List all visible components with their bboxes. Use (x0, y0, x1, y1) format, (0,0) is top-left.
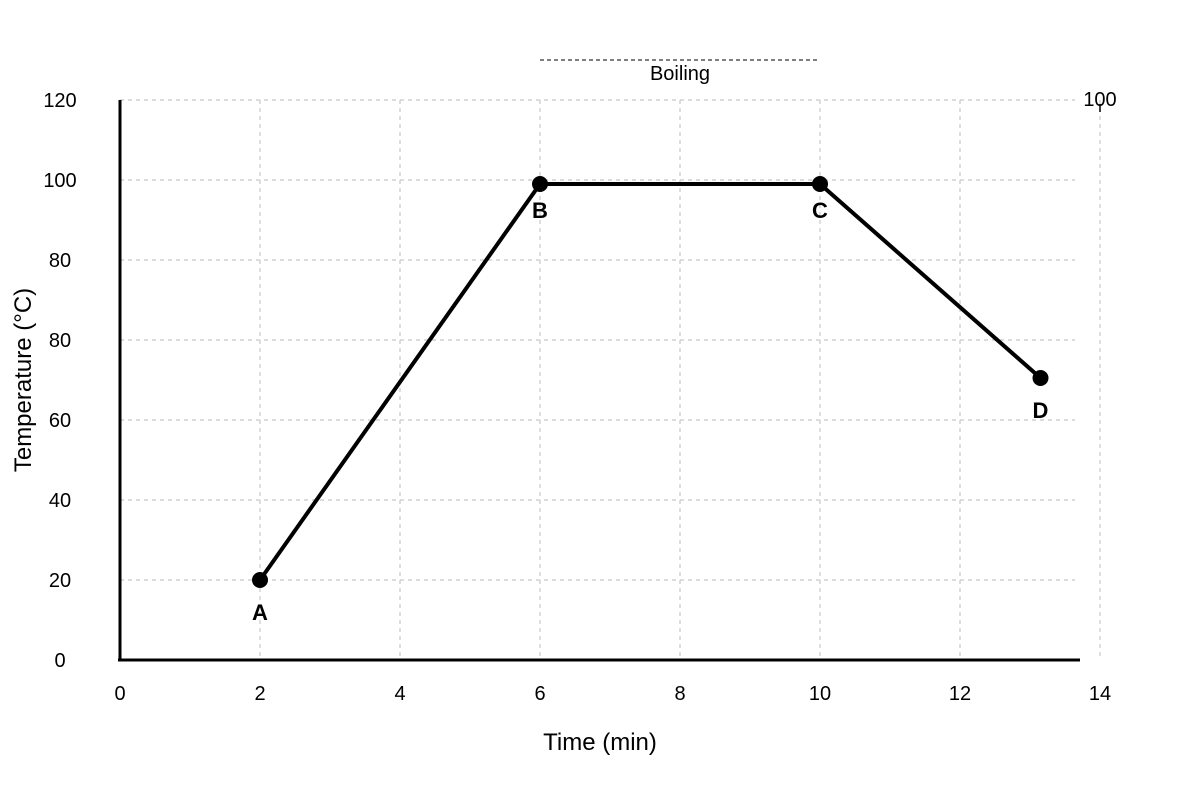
point-label-a: A (252, 600, 268, 625)
grid-layer (120, 99, 1101, 660)
y-tick-label: 80 (49, 250, 71, 272)
annotations: Boiling 100 (540, 59, 1117, 112)
x-tick-label: 8 (674, 683, 685, 705)
x-tick-label: 2 (254, 683, 265, 705)
point-label-d: D (1033, 398, 1049, 423)
y-tick-label: 60 (49, 410, 71, 432)
y-tick-label: 0 (54, 650, 65, 672)
x-tick-labels: 0 2 4 6 8 10 12 14 (114, 683, 1111, 705)
data-points: A B C D (252, 176, 1049, 625)
y-axis-title: Temperature (°C) (10, 288, 37, 472)
y-tick-label: 120 (43, 90, 76, 112)
corner-label-100: 100 (1083, 89, 1116, 111)
x-tick-label: 4 (394, 683, 405, 705)
data-point-d (1032, 370, 1049, 386)
temperature-line (258, 182, 1042, 582)
point-label-b: B (532, 198, 548, 223)
point-label-c: C (812, 198, 828, 223)
y-tick-labels: 0 20 40 60 80 80 100 120 (43, 90, 76, 672)
series-temperature (258, 182, 1042, 582)
data-point-c (812, 176, 828, 192)
y-tick-label: 100 (43, 170, 76, 192)
x-tick-label: 10 (809, 683, 831, 705)
x-tick-label: 14 (1089, 683, 1111, 705)
data-point-a (252, 572, 268, 588)
axes-layer (118, 100, 1080, 662)
y-tick-label: 20 (49, 570, 71, 592)
y-tick-label: 40 (49, 490, 71, 512)
y-tick-label: 80 (49, 330, 71, 352)
x-tick-label: 0 (114, 683, 125, 705)
x-tick-label: 12 (949, 683, 971, 705)
x-tick-label: 6 (534, 683, 545, 705)
data-point-b (532, 176, 548, 192)
x-axis-title: Time (min) (543, 729, 657, 756)
boiling-label: Boiling (650, 63, 710, 85)
